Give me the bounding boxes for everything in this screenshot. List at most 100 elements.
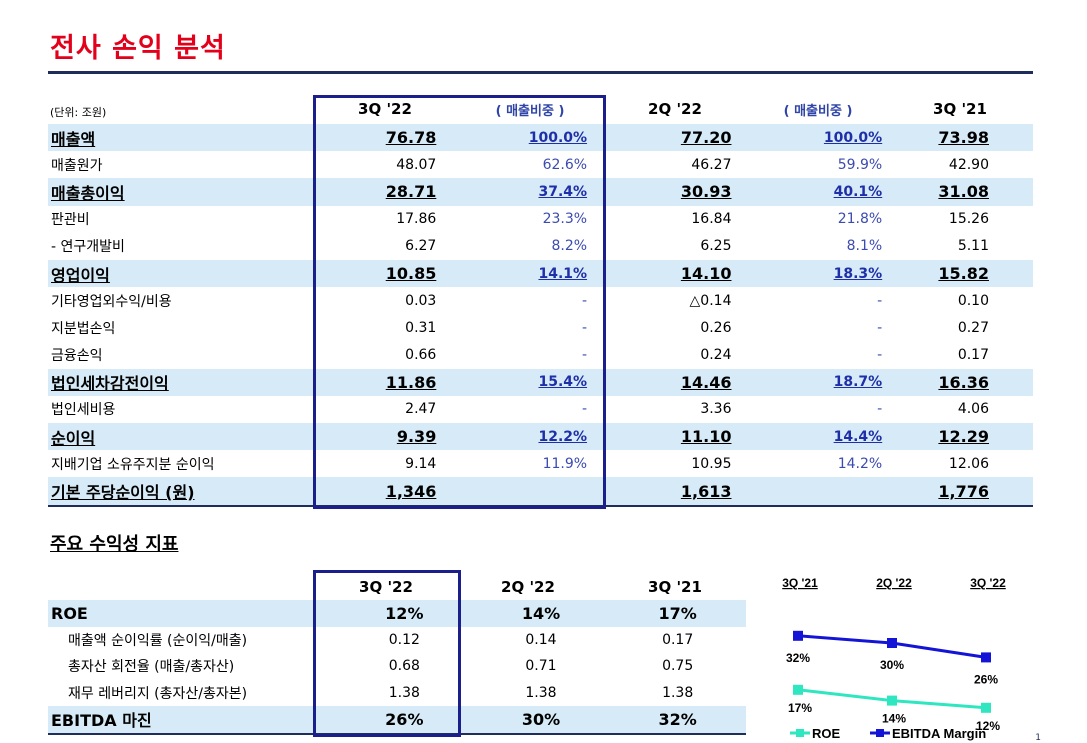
pl-value-2q22: 77.20 [587, 124, 732, 152]
pl-ratio-2q22: - [877, 319, 883, 336]
pl-ratio-2q22: - [877, 401, 883, 418]
income-statement-table: 매출액 76.78 100.0% 77.20 100.0% 73.98 매출원가 48.07 6… [48, 124, 1033, 507]
kpi-value-3q21: 0.17 [662, 631, 694, 648]
pl-row-label: 판관비 [51, 212, 90, 229]
pl-value-3q22: 0.31 [405, 319, 437, 336]
title-divider [48, 71, 1033, 74]
chart-data-point [887, 695, 897, 706]
kpi-row: EBITDA 마진 26% 30% 32% [48, 706, 746, 735]
pl-value-3q21: 42.90 [948, 156, 989, 173]
pl-value-2q22: 6.25 [700, 238, 732, 255]
pl-value-2q22: 0.26 [700, 319, 732, 336]
pl-value-2q22: 0.24 [700, 347, 732, 364]
pl-value-3q22: 17.86 [396, 211, 437, 228]
chart-data-point [981, 652, 991, 663]
pl-row-label: 금융손익 [51, 348, 103, 365]
pl-ratio-2q22: 59.9% [837, 156, 883, 173]
pl-ratio-3q22: - [581, 401, 588, 418]
chart-data-point [887, 638, 897, 648]
kpi-header-2q22: 2Q '22 [501, 578, 555, 596]
pl-ratio-3q22: 11.9% [542, 455, 588, 472]
pl-ratio-2q22 [731, 477, 883, 507]
pl-row: 기본 주당순이익 (원) 1,346 1,613 1,776 [48, 477, 1033, 507]
chart-data-label: 14% [882, 712, 906, 726]
pl-ratio-2q22: - [877, 292, 883, 309]
kpi-table: ROE 12% 14% 17% 매출액 순이익률 (순이익/매출) 0.12 0.14 0.1… [48, 600, 746, 735]
pl-value-2q22: 1,613 [587, 477, 732, 507]
legend-marker [876, 729, 884, 737]
pl-row-label: 기타영업외수익/비용 [51, 293, 172, 310]
pl-header-ratio-1: ( 매출비중 ) [495, 104, 565, 119]
pl-row: 금융손익 0.66 - 0.24 - 0.17 [48, 342, 1033, 369]
pl-row-label: 법인세차감전이익 [48, 368, 330, 396]
chart-category-label: 3Q '21 [782, 576, 818, 590]
profitability-line-chart: 3Q '21 2Q '22 3Q '22 17% 14% 12% 32% 30% 26% ROE E… [782, 576, 1006, 741]
pl-value-3q21: 5.11 [957, 238, 989, 255]
kpi-row: 매출액 순이익률 (순이익/매출) 0.12 0.14 0.17 [48, 627, 746, 654]
kpi-section-title: 주요 수익성 지표 [50, 534, 179, 555]
pl-value-3q22: 76.78 [329, 124, 437, 152]
chart-category-label: 3Q '22 [970, 576, 1006, 590]
page-number: 1 [1035, 733, 1041, 743]
pl-row: 매출액 76.78 100.0% 77.20 100.0% 73.98 [48, 124, 1033, 152]
pl-ratio-2q22: 100.0% [731, 124, 883, 152]
kpi-value-2q22: 14% [472, 600, 610, 627]
pl-ratio-3q22: - [581, 292, 588, 309]
pl-row: 기타영업외수익/비용 0.03 - △0.14 - 0.10 [48, 287, 1033, 314]
pl-value-3q21: 31.08 [882, 178, 1033, 206]
pl-header-3q22: 3Q '22 [358, 100, 412, 118]
pl-row-label: 법인세비용 [51, 402, 116, 419]
kpi-value-3q21: 0.75 [662, 658, 694, 675]
pl-row-label: 매출액 [48, 124, 330, 152]
chart-category-label: 2Q '22 [876, 576, 912, 590]
chart-data-label: 30% [880, 658, 904, 672]
pl-value-3q21: 0.17 [957, 347, 989, 364]
kpi-row-label: 총자산 회전율 (매출/총자산) [68, 659, 235, 676]
pl-value-3q22: 6.27 [405, 238, 437, 255]
kpi-value-3q22: 26% [336, 706, 473, 735]
kpi-row-label: 매출액 순이익률 (순이익/매출) [68, 632, 248, 649]
pl-ratio-3q22: 15.4% [436, 368, 588, 396]
pl-value-3q21: 16.36 [882, 368, 1033, 396]
pl-value-3q21: 15.82 [882, 259, 1033, 288]
chart-data-point [793, 630, 803, 641]
kpi-value-2q22: 0.14 [525, 631, 557, 648]
pl-value-2q22: △0.14 [689, 292, 732, 309]
highlight-box-kpi-3q22 [313, 570, 461, 737]
highlight-box-3q22 [313, 95, 606, 509]
kpi-value-3q21: 32% [609, 706, 746, 735]
kpi-row: 총자산 회전율 (매출/총자산) 0.68 0.71 0.75 [48, 653, 746, 680]
pl-ratio-3q22: 37.4% [436, 178, 588, 206]
chart-data-point [981, 702, 991, 713]
pl-value-3q22: 1,346 [329, 477, 437, 507]
pl-value-3q21: 73.98 [882, 124, 1033, 152]
pl-ratio-2q22: 14.4% [731, 423, 883, 451]
pl-value-2q22: 14.10 [587, 259, 732, 288]
pl-row: 법인세차감전이익 11.86 15.4% 14.46 18.7% 16.36 [48, 368, 1033, 396]
kpi-value-2q22: 30% [472, 706, 610, 735]
chart-data-label: 32% [786, 651, 810, 665]
pl-row: 지배기업 소유주지분 순이익 9.14 11.9% 10.95 14.2% 12.06 [48, 450, 1033, 477]
unit-label: (단위: 조원) [50, 106, 107, 119]
pl-row: 영업이익 10.85 14.1% 14.10 18.3% 15.82 [48, 259, 1033, 288]
pl-ratio-3q22: - [581, 319, 588, 336]
legend-label: ROE [812, 726, 841, 741]
kpi-value-3q22: 12% [336, 600, 473, 627]
pl-row: 순이익 9.39 12.2% 11.10 14.4% 12.29 [48, 423, 1033, 451]
kpi-header-3q21: 3Q '21 [648, 578, 702, 596]
kpi-row: ROE 12% 14% 17% [48, 600, 746, 627]
chart-data-label: 12% [976, 719, 1000, 733]
pl-value-3q21: 12.06 [948, 455, 989, 472]
pl-value-2q22: 30.93 [587, 178, 732, 206]
pl-ratio-3q22: 23.3% [542, 211, 588, 228]
pl-ratio-3q22: 12.2% [436, 423, 588, 451]
pl-value-2q22: 46.27 [691, 156, 732, 173]
pl-header-ratio-2: ( 매출비중 ) [783, 104, 853, 119]
pl-header-3q21: 3Q '21 [933, 100, 987, 118]
pl-row-label: 기본 주당순이익 (원) [48, 477, 330, 507]
pl-row: - 연구개발비 6.27 8.2% 6.25 8.1% 5.11 [48, 233, 1033, 260]
pl-value-3q22: 0.66 [405, 347, 437, 364]
pl-row: 매출총이익 28.71 37.4% 30.93 40.1% 31.08 [48, 178, 1033, 206]
pl-value-3q22: 9.14 [405, 455, 437, 472]
pl-row: 법인세비용 2.47 - 3.36 - 4.06 [48, 396, 1033, 423]
